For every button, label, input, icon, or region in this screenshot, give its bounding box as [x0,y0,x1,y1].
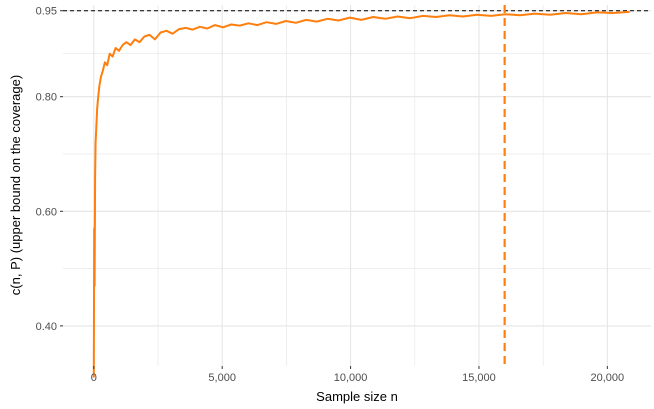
y-tick-label: 0.95 [36,6,57,18]
coverage-line [92,10,630,378]
y-tick-label: 0.80 [36,92,57,104]
y-tick-label: 0.60 [36,206,57,218]
grid-lines [63,5,651,366]
x-axis-ticks: 0 5,000 10,000 15,000 20,000 [91,366,624,384]
y-axis-ticks: 0.40 0.60 0.80 0.95 [36,6,63,333]
reference-lines [63,5,651,366]
plot-panel [63,5,651,366]
x-tick-label: 20,000 [591,372,625,384]
data-series [92,10,630,378]
x-tick-label: 5,000 [208,372,236,384]
x-axis-title: Sample size n [316,389,398,404]
x-tick-label: 15,000 [462,372,496,384]
y-axis-title: c(n, P) (upper bound on the coverage) [8,75,23,295]
y-tick-label: 0.40 [36,321,57,333]
x-tick-label: 0 [91,372,97,384]
x-tick-label: 10,000 [334,372,368,384]
